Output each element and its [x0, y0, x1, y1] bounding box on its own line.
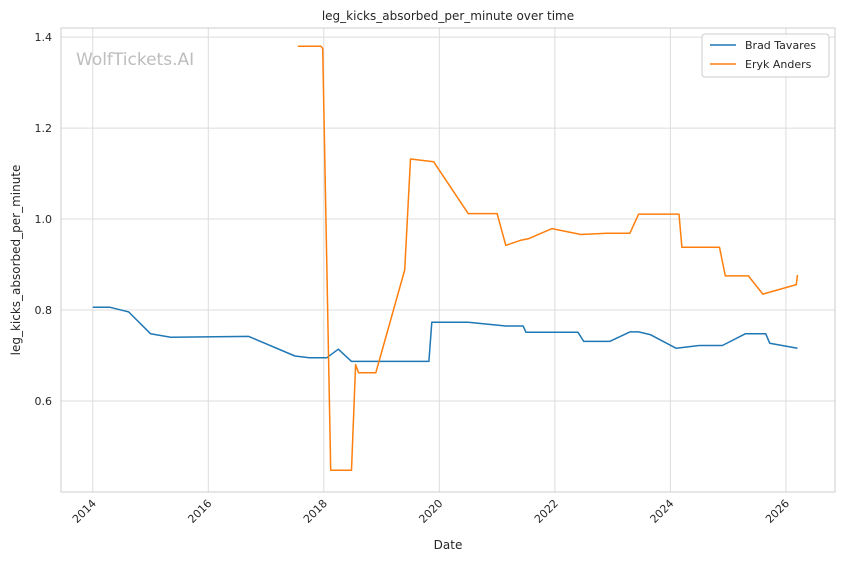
watermark-text: WolfTickets.AI: [76, 50, 194, 70]
grid-lines: [61, 28, 835, 492]
y-tick-label: 1.4: [35, 31, 53, 44]
y-axis-title: leg_kicks_absorbed_per_minute: [9, 165, 23, 356]
x-tick-label: 2020: [416, 497, 445, 526]
series-lines: [92, 45, 799, 471]
x-axis-title: Date: [434, 538, 463, 552]
y-tick-label: 0.6: [35, 395, 53, 408]
x-tick-label: 2024: [648, 497, 677, 526]
legend: Brad Tavares Eryk Anders: [701, 33, 830, 78]
x-tick-label: 2016: [185, 497, 214, 526]
series-line-brad-tavares: [92, 306, 798, 363]
x-axis-ticks: 2014 2016 2018 2020 2022 2024 2026: [70, 497, 792, 526]
y-tick-label: 1.2: [35, 122, 53, 135]
legend-label-eryk-anders: Eryk Anders: [745, 58, 812, 71]
y-tick-label: 0.8: [35, 304, 53, 317]
chart-title: leg_kicks_absorbed_per_minute over time: [322, 9, 574, 23]
plot-area-frame: [60, 27, 836, 493]
x-tick-label: 2022: [532, 497, 561, 526]
y-tick-label: 1.0: [35, 213, 53, 226]
x-tick-label: 2018: [301, 497, 330, 526]
y-axis-ticks: 0.6 0.8 1.0 1.2 1.4: [35, 31, 53, 408]
legend-label-brad-tavares: Brad Tavares: [745, 39, 816, 52]
x-tick-label: 2014: [70, 497, 99, 526]
series-line-eryk-anders: [297, 45, 799, 471]
x-tick-label: 2026: [763, 497, 792, 526]
